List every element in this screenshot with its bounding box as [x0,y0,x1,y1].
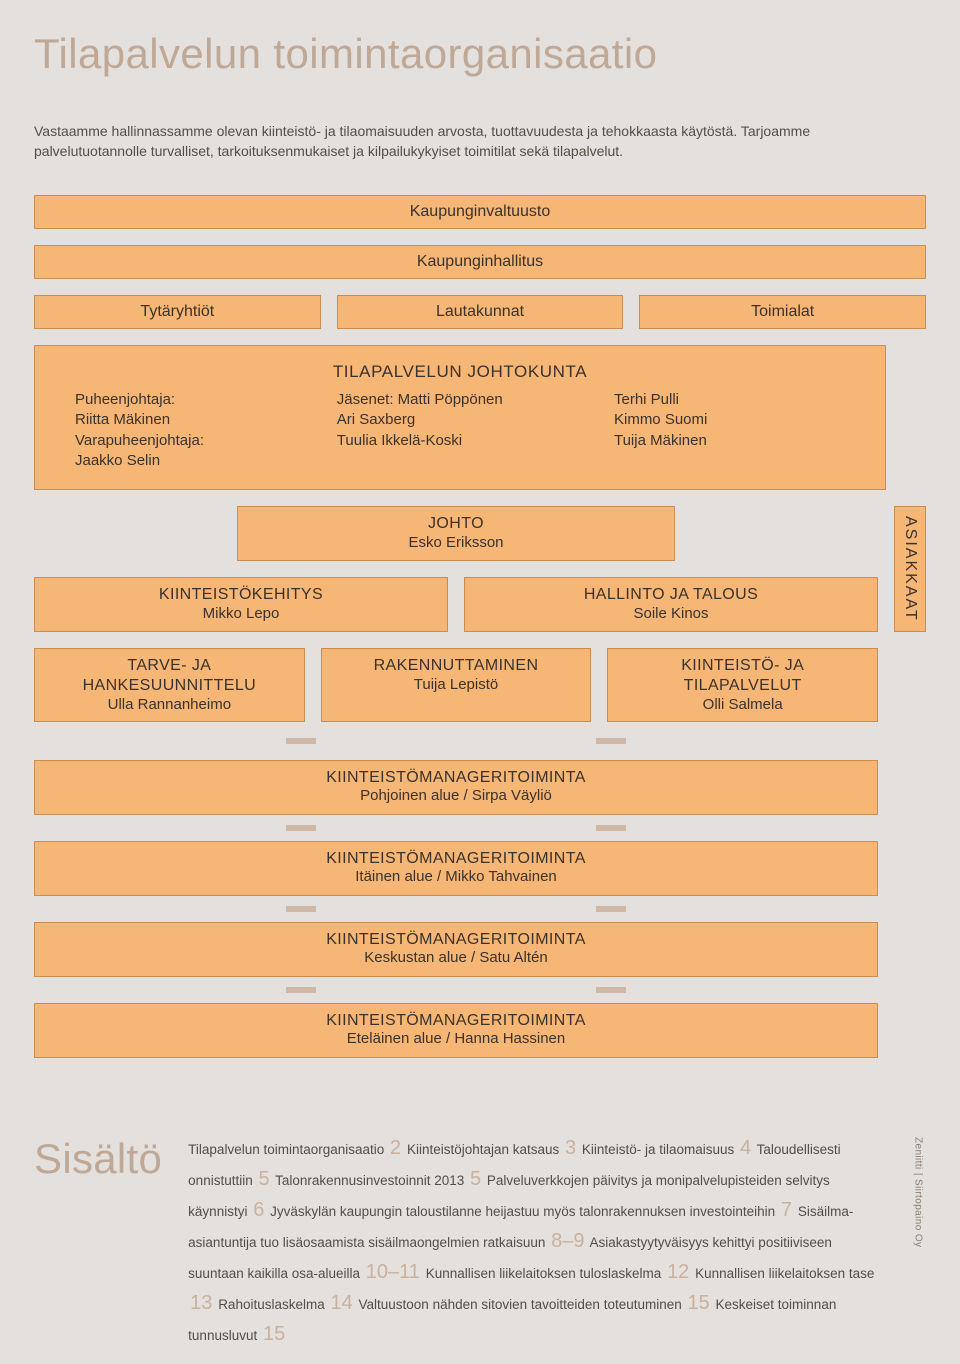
manager-stack: KIINTEISTÖMANAGERITOIMINTA Pohjoinen alu… [34,760,878,1058]
toc-page-number: 7 [779,1199,794,1221]
box-tytaryhtiot: Tytäryhtiöt [34,295,321,329]
johtokunta-col3: Terhi Pulli Kimmo Suomi Tuija Mäkinen [614,390,845,471]
toc-page-number: 12 [665,1261,691,1283]
org-chart-main: Kaupunginvaltuusto Kaupunginhallitus Tyt… [34,195,926,1058]
toc-page-number: 2 [388,1137,403,1159]
box-rakennuttaminen: RAKENNUTTAMINEN Tuija Lepistö [321,648,592,723]
johtokunta-col2: Jäsenet: Matti Pöppönen Ari Saxberg Tuul… [337,390,614,471]
box-manager-south: KIINTEISTÖMANAGERITOIMINTA Eteläinen alu… [34,1003,878,1058]
box-manager-center: KIINTEISTÖMANAGERITOIMINTA Keskustan alu… [34,922,878,977]
box-johto: JOHTO Esko Eriksson [237,506,676,561]
box-hallinto: HALLINTO JA TALOUS Soile Kinos [464,577,878,632]
toc-page-number: 13 [188,1292,214,1314]
box-asiakkaat: ASIAKKAAT [894,506,926,632]
intro-text: Vastaamme hallinnassamme olevan kiinteis… [34,122,814,161]
row-governance: Tytäryhtiöt Lautakunnat Toimialat [34,295,926,329]
toc-body: Tilapalvelun toimintaorganisaatio 2 Kiin… [188,1133,884,1350]
page: Tilapalvelun toimintaorganisaatio Vastaa… [0,0,960,1364]
toc-page-number: 15 [686,1292,712,1314]
toc-page-number: 6 [251,1199,266,1221]
toc-label: Sisältö [34,1133,162,1350]
spacer [894,648,926,1059]
row-johtokunta: TILAPALVELUN JOHTOKUNTA Puheenjohtaja: R… [34,345,926,490]
page-title: Tilapalvelun toimintaorganisaatio [34,30,926,78]
row-johto-block: JOHTO Esko Eriksson KIINTEISTÖKEHITYS Mi… [34,506,926,632]
connector [34,987,878,993]
toc-section: Sisältö Tilapalvelun toimintaorganisaati… [34,1133,926,1350]
box-kaupunginvaltuusto: Kaupunginvaltuusto [34,195,926,229]
toc-page-number: 8–9 [549,1230,586,1252]
box-kiinteistokehitys: KIINTEISTÖKEHITYS Mikko Lepo [34,577,448,632]
box-johtokunta: TILAPALVELUN JOHTOKUNTA Puheenjohtaja: R… [34,345,886,490]
box-tarve: TARVE- JA HANKESUUNNITTELU Ulla Rannanhe… [34,648,305,723]
johtokunta-title: TILAPALVELUN JOHTOKUNTA [75,362,845,382]
toc-page-number: 4 [738,1137,753,1159]
org-chart: Kaupunginvaltuusto Kaupunginhallitus Tyt… [34,195,926,1058]
spacer [902,345,926,490]
connector [34,738,878,744]
toc-page-number: 5 [468,1168,483,1190]
toc-page-number: 10–11 [364,1261,422,1283]
box-manager-north: KIINTEISTÖMANAGERITOIMINTA Pohjoinen alu… [34,760,878,815]
box-toimialat: Toimialat [639,295,926,329]
box-kaupunginhallitus: Kaupunginhallitus [34,245,926,279]
box-manager-east: KIINTEISTÖMANAGERITOIMINTA Itäinen alue … [34,841,878,896]
imprint: Zeniitti | Siirtopaino Oy [910,1133,926,1350]
box-kiinteisto-tila: KIINTEISTÖ- JA TILAPALVELUT Olli Salmela [607,648,878,723]
connector [34,906,878,912]
toc-page-number: 15 [261,1323,287,1345]
toc-page-number: 5 [256,1168,271,1190]
toc-page-number: 14 [329,1292,355,1314]
box-lautakunnat: Lautakunnat [337,295,624,329]
johtokunta-col1: Puheenjohtaja: Riitta Mäkinen Varapuheen… [75,390,337,471]
toc-page-number: 3 [563,1137,578,1159]
connector [34,825,878,831]
row-three-units: TARVE- JA HANKESUUNNITTELU Ulla Rannanhe… [34,648,926,1059]
